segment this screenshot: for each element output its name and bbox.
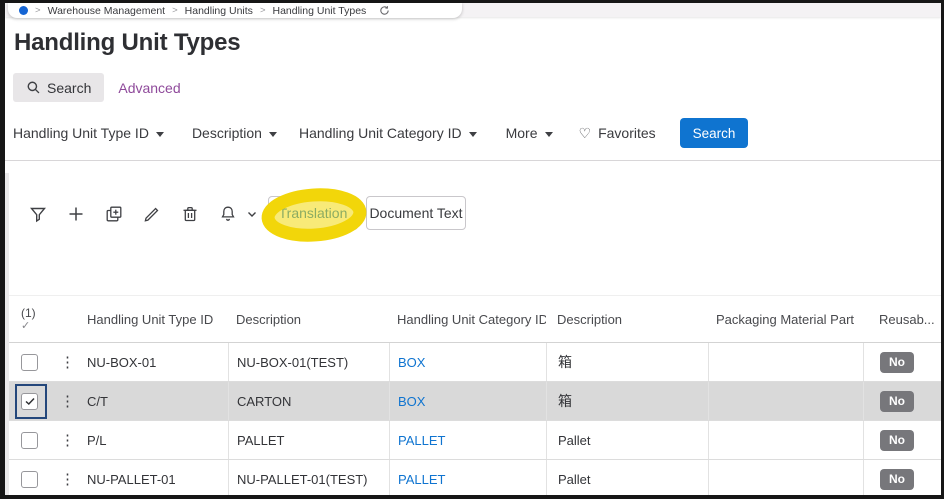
cell-type-id: NU-BOX-01 (87, 354, 157, 370)
filter-icon[interactable] (26, 202, 50, 226)
selection-header[interactable]: (1) ✓ (9, 306, 51, 332)
reusable-badge: No (880, 429, 914, 451)
cell-type-id: P/L (87, 432, 107, 448)
duplicate-icon[interactable] (102, 202, 126, 226)
checkbox-focus-ring (15, 384, 47, 419)
heart-icon: ♡ (578, 125, 592, 141)
reusable-badge: No (880, 351, 914, 373)
section-divider (5, 160, 941, 161)
table-header-row: (1) ✓ Handling Unit Type ID Description … (9, 295, 941, 343)
cell-type-id: NU-PALLET-01 (87, 471, 176, 487)
check-icon: ✓ (21, 320, 31, 332)
table-row-selected[interactable]: ⋮ C/T CARTON BOX 箱 No (9, 382, 941, 421)
breadcrumb-separator: > (172, 5, 178, 16)
chevron-down-icon[interactable] (246, 208, 258, 220)
chevron-down-icon (544, 131, 553, 137)
table-toolbar: Translation Document Text (5, 188, 941, 242)
cell-type-id: C/T (87, 393, 108, 409)
row-checkbox-checked[interactable] (21, 392, 38, 410)
search-toggle-button[interactable]: Search (13, 73, 105, 102)
column-header-category-description[interactable]: Description (557, 311, 623, 327)
translation-button[interactable]: Translation (268, 196, 358, 230)
search-icon (26, 80, 41, 95)
cell-packaging-material-part (708, 460, 863, 495)
cell-category-id-link[interactable]: BOX (398, 354, 426, 370)
filter-description[interactable]: Description (192, 125, 277, 141)
chevron-down-icon (155, 131, 164, 137)
reusable-badge: No (880, 468, 914, 490)
refresh-icon[interactable] (379, 5, 390, 16)
favorites-button[interactable]: ♡ Favorites (579, 125, 656, 141)
cell-category-description: 箱 (546, 382, 708, 420)
cell-category-description: Pallet (546, 421, 708, 459)
filter-label: Description (191, 125, 262, 141)
cell-description: NU-BOX-01(TEST) (228, 343, 389, 381)
cell-category-description: Pallet (546, 460, 708, 495)
selection-count: (1) (21, 306, 36, 320)
filter-handling-unit-type-id[interactable]: Handling Unit Type ID (13, 125, 164, 141)
more-label: More (505, 125, 538, 141)
reusable-badge: No (880, 390, 914, 412)
handling-unit-types-table: (1) ✓ Handling Unit Type ID Description … (9, 295, 941, 495)
search-submit-button[interactable]: Search (679, 118, 749, 148)
column-header-type-id[interactable]: Handling Unit Type ID (87, 311, 214, 327)
document-text-button[interactable]: Document Text (366, 196, 466, 230)
home-dot-icon[interactable] (19, 6, 28, 15)
alerts-icon[interactable] (216, 202, 240, 226)
row-checkbox[interactable] (21, 431, 38, 449)
cell-description: PALLET (228, 421, 389, 459)
breadcrumb-separator: > (259, 5, 266, 16)
cell-category-id-link[interactable]: PALLET (398, 432, 446, 448)
cell-packaging-material-part (708, 382, 863, 420)
breadcrumb-item-handling-unit-types[interactable]: Handling Unit Types (272, 4, 367, 17)
cell-description: CARTON (228, 382, 389, 420)
table-row[interactable]: ⋮ NU-BOX-01 NU-BOX-01(TEST) BOX 箱 No (9, 343, 941, 382)
row-menu-icon[interactable]: ⋮ (60, 432, 75, 449)
filter-handling-unit-category-id[interactable]: Handling Unit Category ID (299, 125, 477, 141)
breadcrumb: > Warehouse Management > Handling Units … (8, 3, 462, 18)
cell-packaging-material-part (708, 343, 863, 381)
cell-category-id-link[interactable]: PALLET (398, 471, 446, 487)
favorites-label: Favorites (598, 125, 656, 141)
panel-edge (5, 173, 9, 495)
table-row[interactable]: ⋮ P/L PALLET PALLET Pallet No (9, 421, 941, 460)
edit-icon[interactable] (140, 202, 164, 226)
translation-button-label: Translation (278, 205, 348, 221)
breadcrumb-separator: > (35, 5, 41, 16)
add-icon[interactable] (64, 202, 88, 226)
breadcrumb-item-warehouse-management[interactable]: Warehouse Management (47, 4, 166, 17)
advanced-link[interactable]: Advanced (118, 79, 181, 96)
cell-category-id-link[interactable]: BOX (398, 393, 426, 409)
column-header-category-id[interactable]: Handling Unit Category ID (397, 311, 546, 327)
cell-packaging-material-part (708, 421, 863, 459)
breadcrumb-item-handling-units[interactable]: Handling Units (184, 4, 253, 17)
row-menu-icon[interactable]: ⋮ (60, 393, 75, 410)
filter-label: Handling Unit Category ID (298, 125, 462, 141)
column-header-description[interactable]: Description (236, 311, 302, 327)
column-header-packaging-material-part[interactable]: Packaging Material Part (716, 311, 855, 327)
row-menu-icon[interactable]: ⋮ (60, 354, 75, 371)
column-header-reusable[interactable]: Reusab... (879, 311, 935, 327)
cell-description: NU-PALLET-01(TEST) (228, 460, 389, 495)
chevron-down-icon (468, 131, 477, 137)
row-menu-icon[interactable]: ⋮ (60, 471, 75, 488)
more-dropdown[interactable]: More (506, 125, 553, 141)
chevron-down-icon (268, 131, 277, 137)
page-title: Handling Unit Types (14, 29, 241, 56)
search-toggle-label: Search (47, 79, 92, 96)
row-checkbox[interactable] (21, 353, 38, 371)
row-checkbox[interactable] (21, 470, 38, 488)
cell-category-description: 箱 (546, 343, 708, 381)
delete-icon[interactable] (178, 202, 202, 226)
filter-label: Handling Unit Type ID (13, 125, 149, 141)
table-row[interactable]: ⋮ NU-PALLET-01 NU-PALLET-01(TEST) PALLET… (9, 460, 941, 495)
